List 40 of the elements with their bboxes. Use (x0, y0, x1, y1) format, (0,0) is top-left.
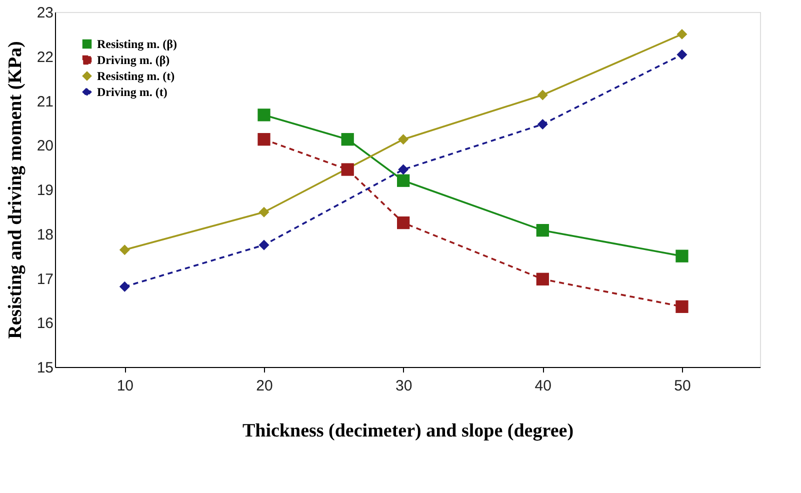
point (398, 164, 409, 175)
point (536, 224, 549, 237)
y-tick-label: 18 (36, 226, 54, 244)
point (258, 108, 270, 122)
point (341, 163, 354, 176)
point (537, 90, 548, 100)
point (536, 272, 549, 286)
x-tick-label: 20 (256, 378, 273, 394)
point (258, 206, 270, 218)
legend-label: Driving m. (β) (97, 53, 170, 67)
point (396, 174, 410, 187)
y-tick-label: 19 (36, 182, 54, 199)
point (119, 281, 130, 292)
x-tick-label: 10 (116, 378, 134, 394)
point (396, 216, 410, 230)
point (341, 133, 354, 146)
legend-label: Resisting m. (β) (97, 37, 177, 51)
x-tick-label: 50 (674, 378, 691, 394)
y-axis-title: Resisting and driving moment (KPa) (4, 41, 26, 339)
x-axis-title: Thickness (decimeter) and slope (degree) (242, 420, 574, 442)
legend-label: Driving m. (t) (97, 85, 168, 99)
y-tick-label: 22 (36, 48, 54, 66)
y-tick-label: 23 (36, 4, 54, 22)
point (258, 240, 270, 250)
point (676, 300, 688, 313)
y-tick-label: 17 (36, 270, 54, 288)
point (676, 250, 688, 262)
x-tick-label: 40 (534, 378, 552, 394)
point (537, 119, 548, 130)
point (119, 244, 130, 256)
point (676, 49, 688, 60)
y-tick-label: 21 (36, 93, 54, 110)
point (676, 28, 688, 40)
point (398, 134, 409, 145)
x-tick-label: 30 (395, 378, 412, 394)
point (258, 133, 270, 146)
y-tick-label: 16 (36, 315, 54, 332)
y-tick-label: 15 (36, 360, 54, 376)
y-tick-label: 20 (36, 138, 54, 155)
legend-label: Resisting m. (t) (97, 69, 175, 83)
